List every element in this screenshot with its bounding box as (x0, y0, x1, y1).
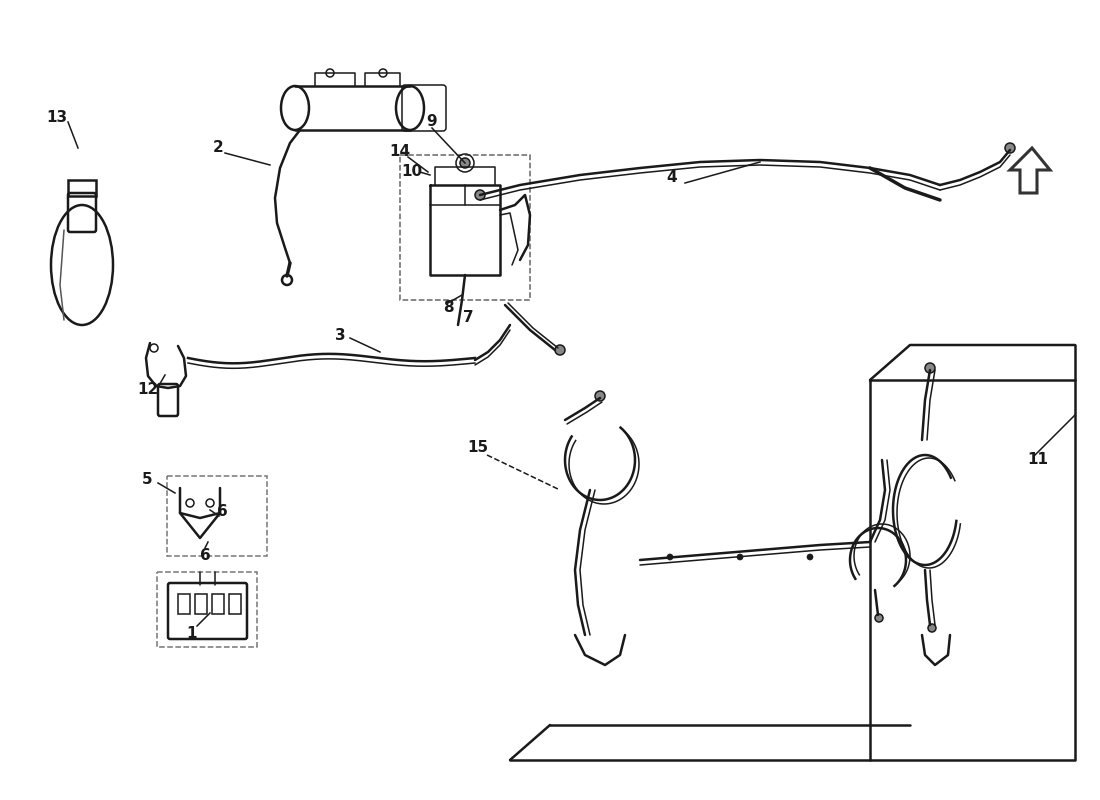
Text: 9: 9 (427, 114, 438, 130)
Text: 7: 7 (463, 310, 473, 326)
Bar (167, 476, 267, 556)
Circle shape (874, 614, 883, 622)
Bar (157, 572, 257, 647)
Circle shape (475, 190, 485, 200)
Circle shape (667, 554, 673, 560)
Text: 6: 6 (199, 547, 210, 562)
Text: 10: 10 (402, 165, 422, 179)
Text: 5: 5 (142, 473, 152, 487)
Circle shape (460, 158, 470, 168)
Circle shape (737, 554, 742, 560)
Text: 14: 14 (389, 145, 410, 159)
Bar (229, 594, 241, 614)
Circle shape (807, 554, 813, 560)
Circle shape (556, 345, 565, 355)
Text: 13: 13 (46, 110, 67, 126)
Text: 15: 15 (468, 441, 488, 455)
Text: 11: 11 (1027, 453, 1048, 467)
Text: 12: 12 (138, 382, 158, 398)
Bar (178, 594, 190, 614)
Text: 4: 4 (667, 170, 678, 186)
Text: 1: 1 (187, 626, 197, 641)
Text: 3: 3 (334, 327, 345, 342)
Circle shape (595, 391, 605, 401)
Bar (195, 594, 207, 614)
Circle shape (925, 363, 935, 373)
Circle shape (1005, 143, 1015, 153)
Text: 6: 6 (217, 505, 228, 519)
Bar (400, 155, 530, 300)
Text: 8: 8 (442, 301, 453, 315)
Bar (212, 594, 224, 614)
Circle shape (928, 624, 936, 632)
Bar (68, 180, 96, 196)
Text: 2: 2 (212, 141, 223, 155)
